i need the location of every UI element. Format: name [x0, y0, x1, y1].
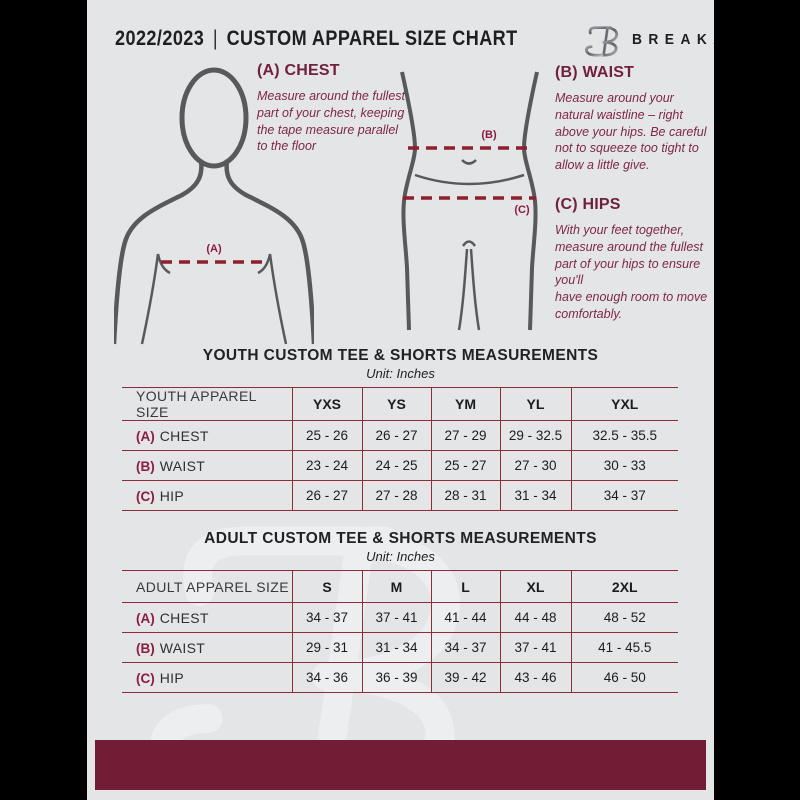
row-marker: (C) [136, 488, 155, 504]
chest-guide-text: Measure around the fullest part of your … [257, 89, 406, 154]
cell-value: 37 - 41 [361, 602, 431, 633]
cell-value: 31 - 34 [499, 480, 571, 511]
hips-guide-heading: (C) HIPS [555, 196, 621, 213]
cell-value: 34 - 37 [291, 602, 362, 633]
measurement-guide: (A) (B) (C) (A) CHEST Measure around the… [87, 54, 714, 346]
cell-value: 29 - 32.5 [499, 420, 571, 451]
chest-guide-heading: (A) CHEST [257, 62, 340, 79]
footer-accent-bar [95, 740, 706, 790]
adult-chest-row: (A) CHEST 34 - 37 37 - 41 41 - 44 44 - 48… [122, 602, 678, 633]
youth-hip-row: (C) HIP 26 - 27 27 - 28 28 - 31 31 - 34 3… [122, 480, 678, 511]
cell-value: 26 - 27 [291, 480, 362, 511]
adult-hip-row: (C) HIP 34 - 36 36 - 39 39 - 42 43 - 46 4… [122, 662, 678, 693]
cell-value: 29 - 31 [291, 632, 362, 663]
cell-value: 41 - 44 [430, 602, 500, 633]
adult-section: ADULT CUSTOM TEE & SHORTS MEASUREMENTS U… [87, 529, 714, 693]
title-label: CUSTOM APPAREL SIZE CHART [226, 27, 518, 50]
row-marker: (C) [136, 670, 155, 686]
row-marker: (A) [136, 610, 155, 626]
adult-waist-row: (B) WAIST 29 - 31 31 - 34 34 - 37 37 - 41… [122, 632, 678, 663]
document-title: 2022/2023 | CUSTOM APPAREL SIZE CHART [115, 27, 518, 51]
cell-value: 36 - 39 [361, 662, 431, 693]
adult-section-title: ADULT CUSTOM TEE & SHORTS MEASUREMENTS [204, 530, 597, 547]
cell-value: 46 - 50 [570, 662, 678, 693]
youth-col-yl: YL [499, 387, 571, 421]
cell-value: 23 - 24 [291, 450, 362, 481]
adult-size-table: ADULT APPAREL SIZE S M L XL 2XL (A) CHEST… [122, 570, 678, 693]
youth-waist-row: (B) WAIST 23 - 24 24 - 25 25 - 27 27 - 30… [122, 450, 678, 481]
row-label: CHEST [159, 609, 209, 626]
adult-col-2xl: 2XL [570, 570, 678, 603]
document-header: 2022/2023 | CUSTOM APPAREL SIZE CHART [87, 0, 714, 57]
row-label: WAIST [159, 457, 206, 474]
cell-value: 31 - 34 [361, 632, 431, 663]
brand-wordmark: BREAKAWAY [632, 30, 714, 48]
waist-hips-figure: (B) (C) [400, 71, 539, 331]
row-marker: (A) [136, 428, 155, 444]
youth-header-row: YOUTH APPAREL SIZE YXS YS YM YL YXL [122, 387, 678, 421]
waist-guide-text: Measure around your natural waistline – … [555, 91, 707, 172]
cell-value: 34 - 37 [430, 632, 500, 663]
row-label: HIP [159, 669, 184, 686]
youth-chest-row: (A) CHEST 25 - 26 26 - 27 27 - 29 29 - 32… [122, 420, 678, 451]
cell-value: 27 - 29 [430, 420, 500, 451]
hips-guide-text: With your feet together, measure around … [555, 223, 708, 321]
cell-value: 37 - 41 [499, 632, 571, 663]
cell-value: 25 - 27 [430, 450, 500, 481]
cell-value: 27 - 30 [499, 450, 571, 481]
title-divider: | [212, 27, 218, 50]
cell-value: 28 - 31 [430, 480, 500, 511]
youth-col-ym: YM [430, 387, 500, 421]
hips-marker-label: (C) [514, 204, 530, 216]
cell-value: 30 - 33 [570, 450, 678, 481]
youth-size-column-header: YOUTH APPAREL SIZE [136, 388, 257, 420]
waist-marker-label: (B) [481, 129, 497, 141]
cell-value: 44 - 48 [499, 602, 571, 633]
youth-col-ys: YS [361, 387, 431, 421]
waist-guide-heading: (B) WAIST [555, 64, 635, 81]
cell-value: 34 - 37 [570, 480, 678, 511]
row-label: HIP [159, 487, 184, 504]
cell-value: 48 - 52 [570, 602, 678, 633]
chest-guide-block: (A) CHEST Measure around the fullest par… [257, 62, 409, 155]
youth-section-title: YOUTH CUSTOM TEE & SHORTS MEASUREMENTS [202, 347, 599, 364]
cell-value: 43 - 46 [499, 662, 571, 693]
cell-value: 41 - 45.5 [570, 632, 678, 663]
cell-value: 32.5 - 35.5 [570, 420, 678, 451]
cell-value: 27 - 28 [361, 480, 431, 511]
size-chart-page: 2022/2023 | CUSTOM APPAREL SIZE CHART [87, 0, 714, 800]
cell-value: 39 - 42 [430, 662, 500, 693]
brand-block: BREAKAWAY [583, 21, 714, 58]
waist-guide-block: (B) WAIST Measure around your natural wa… [555, 64, 707, 174]
cell-value: 34 - 36 [291, 662, 362, 693]
row-label: WAIST [159, 639, 206, 656]
adult-col-l: L [430, 570, 500, 603]
row-marker: (B) [136, 458, 155, 474]
adult-unit-label: Unit: Inches [366, 549, 435, 564]
adult-header-row: ADULT APPAREL SIZE S M L XL 2XL [122, 570, 678, 603]
youth-unit-label: Unit: Inches [366, 366, 435, 381]
adult-col-xl: XL [499, 570, 571, 603]
edition-label: 2022/2023 [115, 27, 205, 50]
youth-col-yxl: YXL [570, 387, 678, 421]
row-label: CHEST [159, 427, 209, 444]
adult-size-column-header: ADULT APPAREL SIZE [136, 578, 289, 595]
adult-col-s: S [291, 570, 362, 603]
row-marker: (B) [136, 640, 155, 656]
cell-value: 26 - 27 [361, 420, 431, 451]
youth-size-table: YOUTH APPAREL SIZE YXS YS YM YL YXL (A) C… [122, 387, 678, 511]
adult-col-m: M [361, 570, 431, 603]
cell-value: 25 - 26 [291, 420, 362, 451]
breakaway-b-logo-icon [585, 25, 619, 57]
chest-figure: (A) [114, 67, 314, 345]
youth-section: YOUTH CUSTOM TEE & SHORTS MEASUREMENTS U… [87, 346, 714, 511]
chest-marker-label: (A) [206, 243, 222, 255]
cell-value: 24 - 25 [361, 450, 431, 481]
youth-col-yxs: YXS [291, 387, 362, 421]
hips-guide-block: (C) HIPS With your feet together, measur… [555, 196, 714, 323]
